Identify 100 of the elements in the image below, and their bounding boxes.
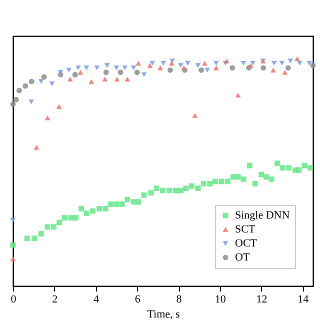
point [166, 188, 172, 194]
point [68, 215, 74, 221]
point [248, 63, 254, 68]
point [240, 176, 246, 182]
point [282, 70, 288, 75]
point [66, 68, 72, 72]
point [62, 215, 68, 221]
point [235, 174, 241, 180]
point [136, 60, 142, 66]
point [204, 68, 210, 72]
point [148, 190, 154, 196]
point [192, 113, 198, 118]
point [75, 65, 81, 70]
point [44, 224, 50, 230]
point [84, 210, 90, 216]
point [218, 178, 224, 184]
point [24, 236, 30, 242]
point [58, 70, 64, 75]
point [212, 178, 218, 184]
point [213, 65, 219, 70]
point [200, 180, 206, 186]
point [202, 60, 208, 66]
x-axis-title: Time, s [147, 308, 180, 320]
point [264, 174, 269, 180]
point [119, 201, 125, 207]
point [168, 60, 174, 66]
point [240, 60, 246, 66]
point [104, 63, 110, 68]
point [141, 72, 147, 78]
x-tick-label: 12 [256, 294, 268, 306]
point [302, 162, 308, 168]
point [102, 76, 108, 82]
legend-label: OCT [235, 238, 258, 250]
point [235, 92, 241, 98]
point [124, 76, 130, 82]
point [178, 63, 184, 68]
point [56, 220, 62, 226]
point [38, 230, 44, 236]
point [246, 162, 252, 168]
point [178, 188, 184, 194]
point [141, 192, 147, 198]
point [90, 208, 96, 214]
point [198, 67, 204, 73]
point [108, 201, 114, 207]
point [122, 65, 128, 70]
point [296, 167, 302, 173]
point [67, 76, 73, 82]
point [268, 176, 274, 182]
point [10, 101, 16, 107]
point [160, 60, 166, 66]
point [271, 60, 277, 66]
point [38, 79, 44, 84]
legend-label: Single DNN [235, 210, 290, 222]
point [72, 72, 78, 78]
point [10, 256, 16, 262]
point [10, 218, 16, 222]
point [44, 115, 50, 120]
point [270, 68, 276, 72]
point [230, 174, 236, 180]
point [286, 165, 292, 171]
point [114, 76, 120, 82]
point [32, 236, 38, 242]
point [225, 178, 230, 184]
point [279, 60, 285, 66]
point [189, 183, 194, 189]
point [13, 96, 19, 102]
point [114, 201, 120, 207]
point [154, 186, 160, 192]
point [207, 180, 213, 186]
point [280, 165, 286, 171]
point [102, 206, 108, 212]
point [224, 58, 230, 64]
x-tick-label: 14 [298, 294, 310, 306]
point [310, 62, 316, 68]
point [16, 88, 22, 94]
point [258, 172, 264, 178]
point [41, 74, 47, 80]
point [28, 100, 34, 104]
x-tick-label: 4 [94, 294, 100, 306]
point [51, 224, 56, 230]
point [130, 65, 136, 70]
point [297, 60, 302, 66]
point [294, 56, 300, 62]
point [124, 196, 130, 202]
point [185, 60, 191, 66]
point [213, 60, 219, 66]
point [28, 78, 34, 84]
point [250, 60, 256, 66]
point [118, 70, 124, 76]
point [306, 60, 312, 66]
legend-label: SCT [235, 224, 256, 236]
point [72, 215, 78, 221]
x-tick-label: 0 [10, 294, 17, 306]
x-tick-label: 6 [134, 294, 141, 306]
point [230, 65, 236, 71]
point [168, 67, 173, 73]
point [160, 188, 166, 194]
point [252, 180, 258, 186]
point [49, 81, 55, 86]
x-tick-label: 8 [176, 294, 182, 306]
